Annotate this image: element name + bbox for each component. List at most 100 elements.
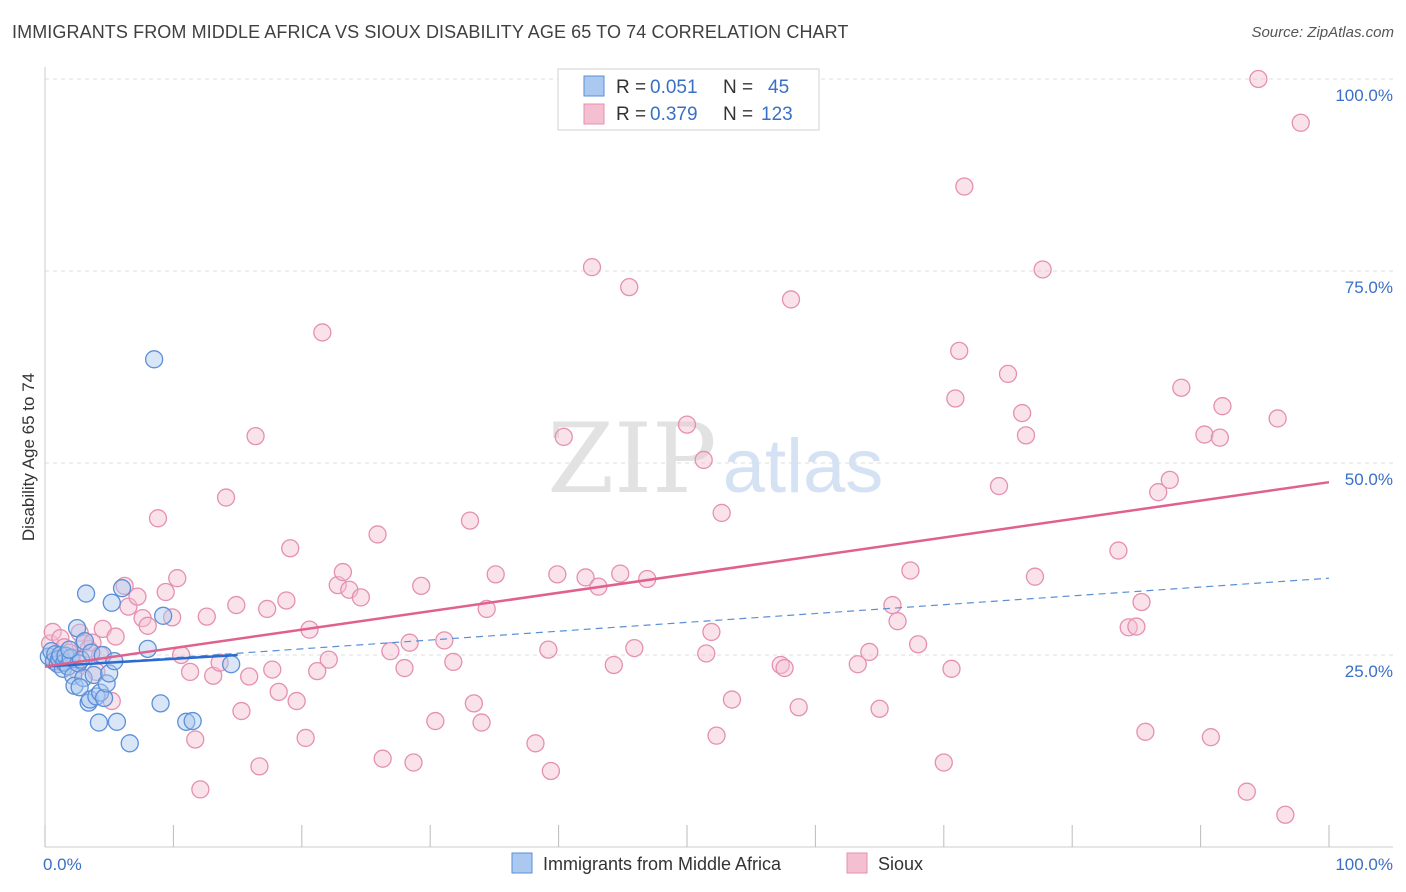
sioux-point-17 — [115, 576, 134, 596]
sioux-point-119 — [1195, 425, 1214, 444]
middle-africa-trend-dashed — [44, 577, 1330, 668]
sioux-point-112 — [1119, 618, 1138, 637]
grid-lines — [45, 78, 1393, 656]
sioux-point-85 — [702, 622, 721, 642]
sioux-point-77 — [604, 655, 623, 675]
sioux-point-27 — [180, 662, 200, 682]
sioux-point-32 — [210, 653, 229, 672]
sioux-point-126 — [1276, 805, 1295, 824]
sioux-point-80 — [625, 638, 644, 658]
sioux-point-25 — [168, 569, 187, 588]
sioux-point-56 — [381, 642, 400, 661]
sioux-point-113 — [1127, 617, 1146, 636]
x-tick-label-0: 0.0% — [43, 855, 82, 874]
sioux-point-75 — [582, 258, 602, 277]
sioux-point-69 — [526, 734, 545, 753]
sioux-point-105 — [989, 476, 1009, 496]
legend-n-value-2: 123 — [761, 104, 793, 125]
sioux-point-108 — [1016, 426, 1036, 445]
sioux-point-65 — [464, 694, 484, 713]
sioux-point-96 — [883, 595, 902, 615]
sioux-point-73 — [554, 427, 573, 447]
sioux-point-82 — [677, 415, 697, 434]
y-tick-label-100: 100.0% — [1335, 86, 1393, 105]
middle-africa-point-39 — [153, 606, 173, 625]
sioux-point-59 — [404, 753, 423, 772]
sioux-trend-line — [44, 480, 1330, 668]
sioux-point-109 — [1025, 567, 1045, 586]
bottom-swatch-sioux — [846, 852, 868, 874]
sioux-point-48 — [313, 323, 332, 342]
legend-swatch-sioux — [583, 103, 605, 125]
sioux-point-70 — [539, 640, 558, 659]
x-tick-label-100: 100.0% — [1335, 855, 1393, 874]
sioux-point-87 — [712, 503, 731, 523]
x-tick-labels: 0.0% 100.0% — [43, 855, 1393, 874]
legend-n-value-1: 45 — [768, 77, 789, 98]
sioux-point-58 — [400, 633, 419, 652]
sioux-point-38 — [250, 757, 269, 776]
sioux-point-94 — [860, 642, 879, 662]
legend-r-value-1: 0.051 — [650, 77, 698, 98]
sioux-point-91 — [781, 290, 801, 309]
watermark-atlas: atlas — [723, 424, 884, 509]
sioux-point-66 — [472, 713, 491, 732]
legend-n-label-2: N = — [723, 104, 753, 125]
sioux-point-118 — [1172, 378, 1191, 397]
sioux-point-90 — [775, 658, 794, 678]
sioux-point-104 — [955, 177, 974, 196]
y-tick-labels: 25.0% 50.0% 75.0% 100.0% — [1335, 86, 1393, 681]
series-legend: Immigrants from Middle Africa Sioux — [511, 852, 923, 874]
legend-r-value-2: 0.379 — [650, 104, 698, 125]
middle-africa-point-33 — [107, 712, 127, 731]
bottom-legend-middle-africa: Immigrants from Middle Africa — [543, 854, 782, 874]
sioux-point-101 — [942, 659, 961, 678]
sioux-point-71 — [541, 761, 561, 781]
sioux-point-40 — [263, 660, 282, 679]
sioux-point-122 — [1213, 397, 1232, 416]
sioux-point-68 — [486, 565, 505, 584]
sioux-point-107 — [1012, 403, 1032, 423]
watermark: ZIP atlas — [547, 403, 883, 515]
source-label: Source: ZipAtlas.com — [1251, 24, 1394, 41]
sioux-point-116 — [1149, 483, 1168, 502]
sioux-point-98 — [901, 561, 920, 580]
sioux-point-127 — [1291, 113, 1310, 132]
sioux-point-121 — [1210, 428, 1230, 447]
middle-africa-point-28 — [94, 688, 114, 708]
middle-africa-point-42 — [222, 655, 241, 674]
sioux-point-99 — [908, 635, 928, 654]
sioux-point-79 — [620, 277, 639, 297]
sioux-points — [40, 69, 1310, 824]
sioux-point-125 — [1268, 409, 1287, 428]
sioux-point-49 — [319, 650, 338, 669]
sioux-point-30 — [197, 607, 216, 626]
bottom-legend-sioux: Sioux — [878, 854, 923, 874]
middle-africa-point-43 — [70, 678, 89, 697]
axes — [44, 67, 1393, 848]
legend-r-label-2: R = — [616, 104, 646, 125]
middle-africa-point-41 — [183, 711, 202, 731]
middle-africa-point-23 — [84, 665, 103, 685]
sioux-point-111 — [1109, 541, 1128, 560]
sioux-point-0 — [40, 634, 60, 653]
sioux-point-55 — [373, 749, 392, 768]
sioux-point-100 — [934, 753, 953, 772]
middle-africa-point-31 — [102, 593, 121, 612]
sioux-point-22 — [148, 509, 168, 528]
sioux-point-93 — [848, 655, 867, 674]
sioux-point-83 — [694, 450, 713, 470]
y-tick-label-50: 50.0% — [1345, 470, 1393, 489]
sioux-point-16 — [106, 627, 125, 646]
sioux-point-86 — [707, 726, 726, 745]
sioux-point-97 — [888, 612, 907, 631]
sioux-point-41 — [269, 682, 288, 702]
sioux-point-88 — [722, 690, 742, 709]
sioux-point-95 — [870, 699, 889, 718]
sioux-point-28 — [186, 730, 205, 749]
middle-africa-point-35 — [120, 734, 139, 753]
sioux-point-110 — [1033, 260, 1052, 279]
sioux-point-43 — [281, 539, 300, 558]
legend-swatch-middle-africa — [583, 75, 605, 97]
